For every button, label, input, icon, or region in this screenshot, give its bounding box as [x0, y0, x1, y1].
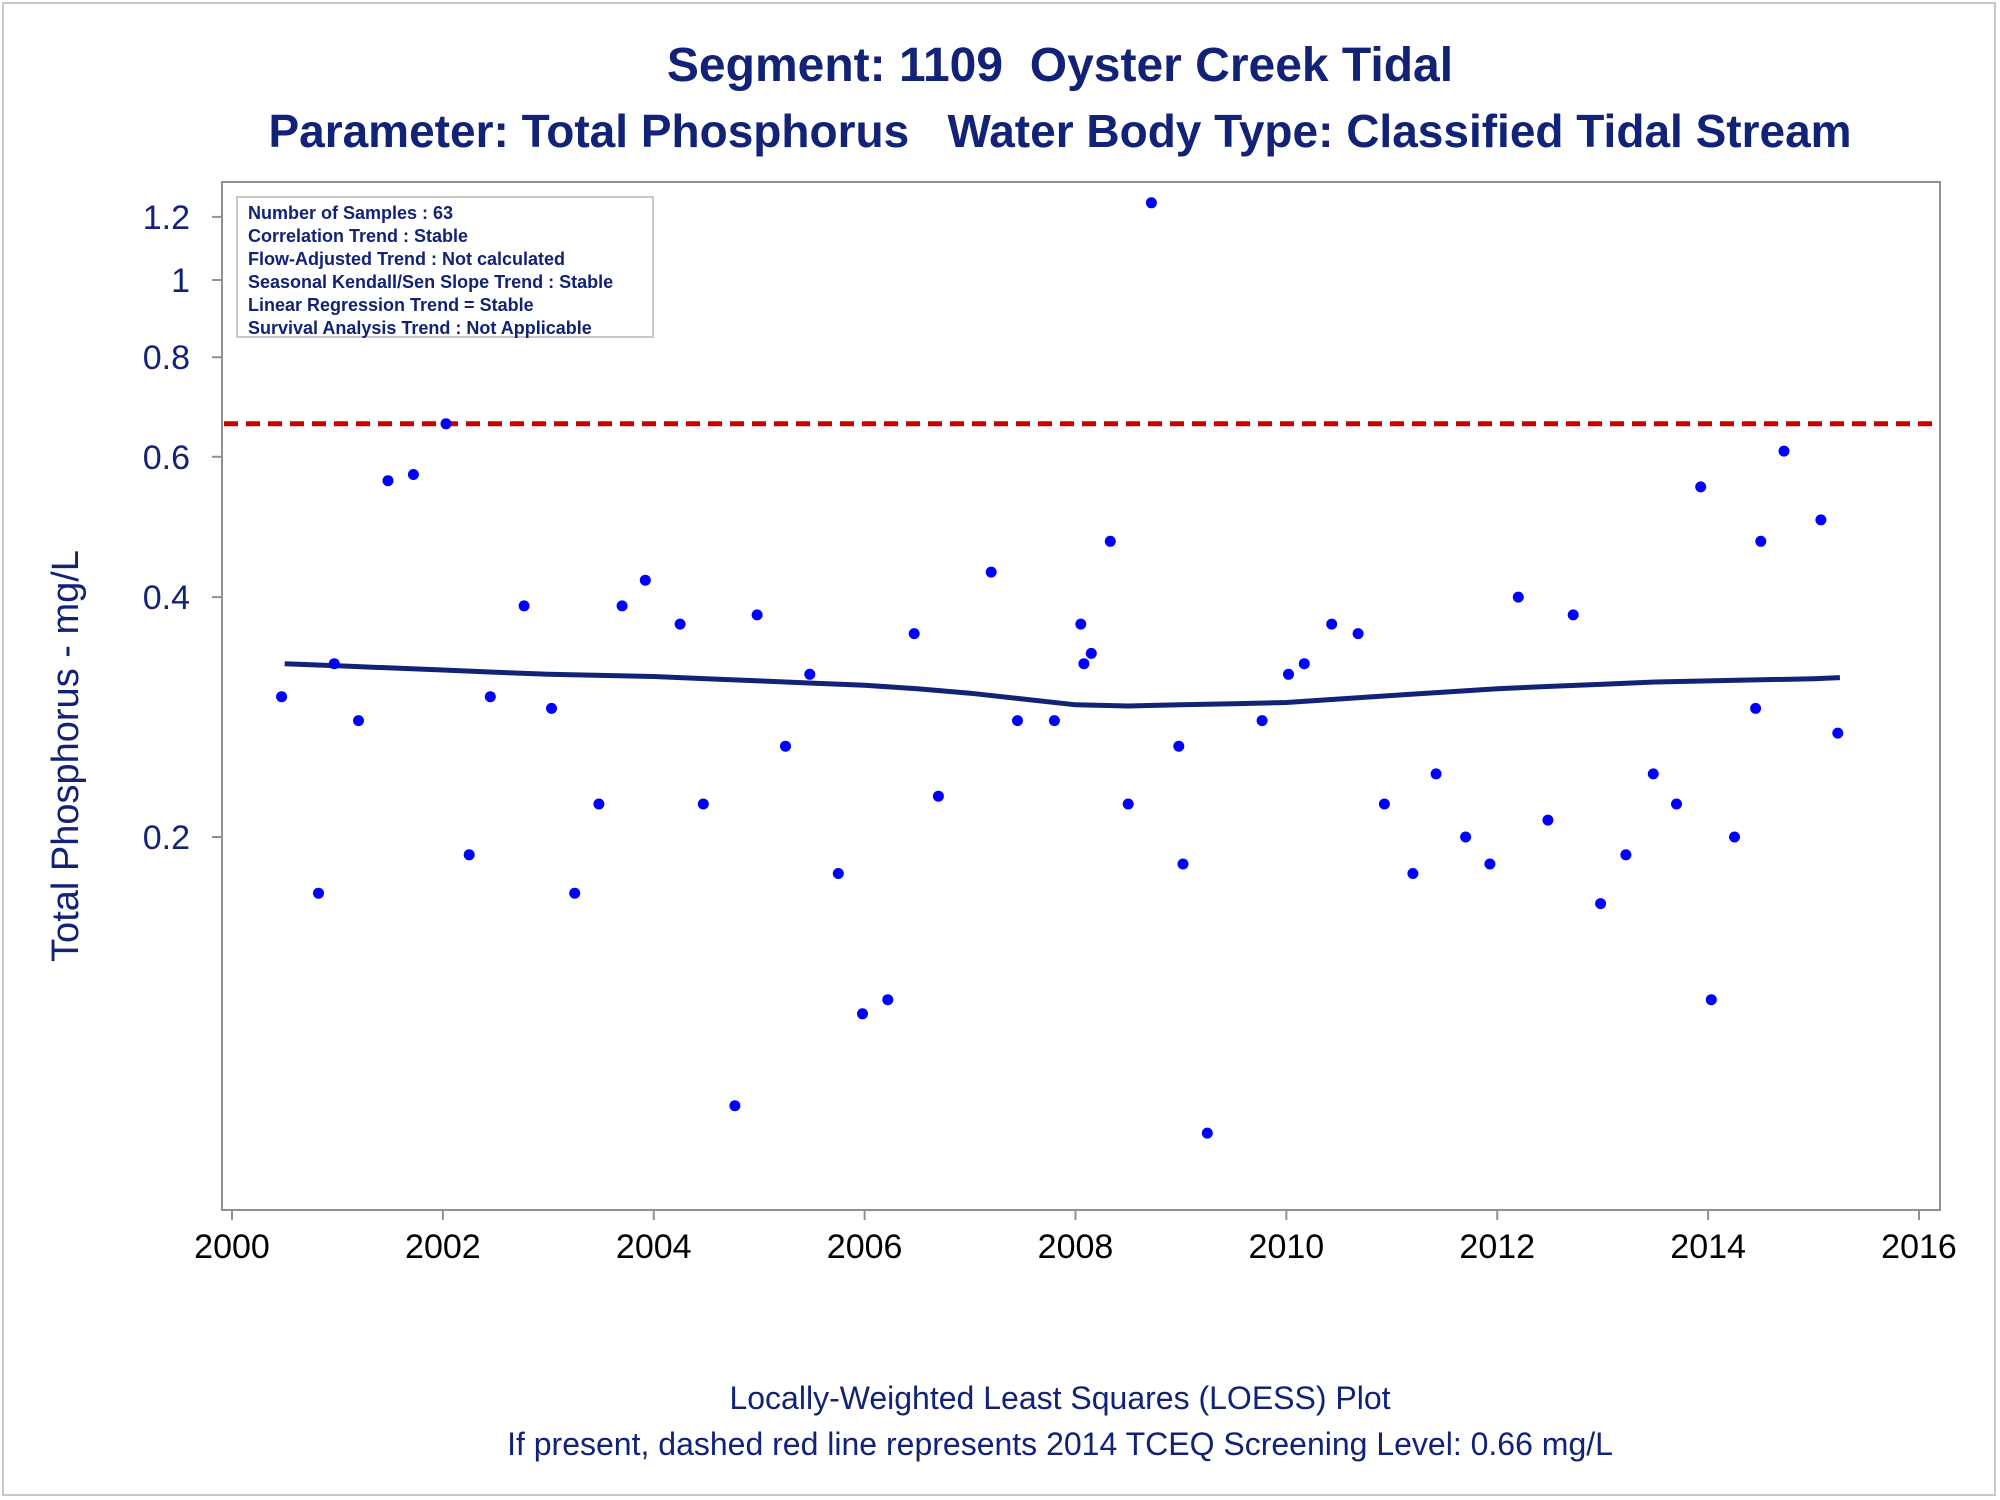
x-tick-label: 2010	[1249, 1228, 1325, 1266]
data-point	[518, 600, 530, 612]
data-point	[674, 618, 686, 630]
data-point	[1750, 702, 1762, 714]
plot-area	[221, 181, 1941, 1211]
x-tick-label: 2014	[1670, 1228, 1746, 1266]
data-point	[1567, 609, 1579, 621]
inset-line-linear-regression: Linear Regression Trend = Stable	[248, 295, 534, 315]
y-axis-label: Total Phosphorus - mg/L	[45, 550, 87, 962]
data-point	[1104, 535, 1116, 547]
data-point	[1460, 831, 1472, 843]
inset-line-correlation: Correlation Trend : Stable	[248, 226, 469, 246]
chart-subtitle: Parameter: Total Phosphorus Water Body T…	[268, 105, 1852, 157]
x-tick-label: 2006	[827, 1228, 903, 1266]
x-tick-label: 2012	[1459, 1228, 1535, 1266]
data-point	[1705, 994, 1717, 1006]
data-point	[1075, 618, 1087, 630]
inset-line-flow-adjusted: Flow-Adjusted Trend : Not calculated	[248, 249, 566, 269]
x-tick-label: 2008	[1038, 1228, 1114, 1266]
data-point	[1407, 868, 1419, 879]
y-tick-label: 0.4	[143, 579, 190, 617]
data-point	[1012, 715, 1023, 727]
data-point	[1085, 647, 1097, 659]
y-tick-label: 1	[171, 262, 190, 300]
y-tick-label: 0.2	[143, 819, 190, 857]
data-point	[780, 740, 791, 752]
data-point	[751, 609, 763, 621]
x-tick-label: 2002	[405, 1228, 481, 1266]
data-point	[1512, 591, 1524, 603]
data-point	[1378, 798, 1390, 810]
data-point	[1695, 481, 1707, 493]
data-point	[484, 691, 496, 703]
data-point	[1595, 898, 1607, 910]
data-point	[313, 887, 324, 899]
data-point	[729, 1100, 741, 1112]
data-point	[1542, 814, 1554, 826]
data-point	[569, 887, 581, 899]
data-point	[1048, 715, 1060, 727]
x-tick-label: 2004	[616, 1228, 692, 1266]
data-point	[1671, 798, 1682, 810]
data-point	[1430, 768, 1442, 780]
data-point	[1256, 715, 1268, 727]
inset-line-survival-analysis: Survival Analysis Trend : Not Applicable	[248, 318, 592, 338]
data-point	[276, 691, 288, 703]
x-axis: 2000 2002 2004 2006 2008 2010 2012 2014 2016	[194, 1210, 1957, 1266]
data-point	[382, 475, 394, 487]
data-point	[1832, 727, 1844, 739]
trend-summary-box: Number of Samples : 63 Correlation Trend…	[236, 196, 654, 338]
y-tick-label: 0.8	[143, 339, 190, 377]
inset-line-samples: Number of Samples : 63	[248, 203, 454, 223]
data-point	[882, 994, 894, 1006]
data-point	[440, 418, 452, 430]
y-axis: 0.2 0.4 0.6 0.8 1 1.2	[143, 199, 222, 857]
footnote-screening: If present, dashed red line represents 2…	[507, 1426, 1613, 1462]
loess-layer	[284, 661, 1841, 709]
data-point	[1326, 618, 1338, 630]
data-point	[407, 469, 419, 480]
data-point	[593, 798, 605, 810]
data-point	[1145, 197, 1157, 209]
data-point	[1298, 658, 1310, 670]
chart-title: Segment: 1109 Oyster Creek Tidal	[666, 39, 1454, 92]
data-point	[697, 798, 709, 810]
data-point	[804, 668, 816, 680]
data-point	[1778, 445, 1790, 457]
data-point	[857, 1008, 868, 1020]
data-point	[1815, 514, 1827, 526]
data-point	[1078, 658, 1090, 670]
data-point	[1283, 668, 1294, 680]
data-point	[932, 790, 944, 802]
data-point	[546, 702, 557, 714]
data-point	[353, 715, 364, 727]
data-point	[616, 600, 628, 612]
loess-line	[284, 661, 1841, 709]
x-tick-label: 2016	[1881, 1228, 1957, 1266]
data-point	[1484, 858, 1496, 870]
data-point	[639, 574, 651, 586]
data-point	[1647, 768, 1659, 780]
data-point	[1729, 831, 1740, 843]
data-point	[832, 868, 844, 879]
footnote-loess: Locally-Weighted Least Squares (LOESS) P…	[729, 1380, 1391, 1416]
inset-line-seasonal-kendall: Seasonal Kendall/Sen Slope Trend : Stabl…	[248, 272, 614, 292]
data-point	[1177, 858, 1189, 870]
x-tick-label: 2000	[194, 1228, 270, 1266]
data-points	[276, 197, 1844, 1139]
data-point	[1352, 628, 1364, 640]
y-tick-label: 0.6	[143, 439, 190, 477]
data-point	[1201, 1127, 1213, 1139]
data-point	[1122, 798, 1134, 810]
data-point	[1755, 535, 1767, 547]
data-point	[1173, 740, 1185, 752]
data-point	[985, 566, 997, 578]
y-tick-label: 1.2	[143, 199, 190, 237]
data-point	[463, 849, 475, 861]
data-point	[908, 628, 920, 640]
data-point	[1620, 849, 1632, 861]
data-point	[328, 658, 340, 670]
